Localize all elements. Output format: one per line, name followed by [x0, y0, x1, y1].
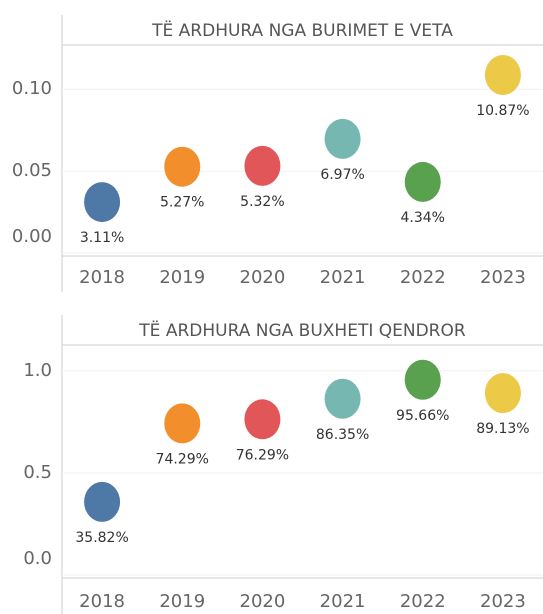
y-tick-label: 0.0 [23, 548, 52, 569]
x-tick-label: 2018 [79, 591, 125, 612]
dot [404, 359, 441, 400]
dot [484, 54, 521, 95]
dot [84, 481, 121, 522]
y-tick-label: 0.00 [12, 226, 52, 247]
data-label: 35.82% [75, 530, 128, 546]
dot [484, 373, 521, 414]
data-label: 10.87% [476, 103, 529, 119]
data-label: 5.27% [160, 195, 204, 211]
x-tick-label: 2021 [320, 591, 366, 612]
y-tick-label: 0.05 [12, 160, 52, 181]
x-tick-label: 2019 [159, 267, 205, 288]
chart-title: TË ARDHURA NGA BUXHETI QENDROR [138, 320, 466, 341]
dot [324, 118, 361, 159]
x-tick-label: 2020 [240, 267, 286, 288]
x-tick-label: 2023 [480, 591, 526, 612]
dot [84, 182, 121, 223]
x-tick-label: 2020 [240, 591, 286, 612]
x-tick-label: 2022 [400, 267, 446, 288]
y-tick-label: 0.5 [23, 462, 52, 483]
y-tick-label: 0.10 [12, 78, 52, 99]
x-tick-label: 2022 [400, 591, 446, 612]
data-label: 3.11% [80, 230, 124, 246]
dot [404, 161, 441, 202]
data-label: 95.66% [396, 408, 449, 424]
x-tick-label: 2019 [159, 591, 205, 612]
chart-title: TË ARDHURA NGA BURIMET E VETA [151, 20, 453, 41]
y-tick-label: 1.0 [23, 360, 52, 381]
dot [164, 403, 201, 444]
data-label: 76.29% [236, 447, 289, 463]
data-label: 74.29% [156, 451, 209, 467]
data-label: 86.35% [316, 427, 369, 443]
data-label: 6.97% [320, 167, 364, 183]
x-tick-label: 2021 [320, 267, 366, 288]
dot [244, 399, 281, 440]
dot [164, 146, 201, 187]
x-tick-label: 2023 [480, 267, 526, 288]
x-tick-label: 2018 [79, 267, 125, 288]
data-label: 89.13% [476, 421, 529, 437]
data-label: 4.34% [401, 210, 445, 226]
dot [324, 378, 361, 419]
data-label: 5.32% [240, 194, 284, 210]
dot [244, 145, 281, 186]
